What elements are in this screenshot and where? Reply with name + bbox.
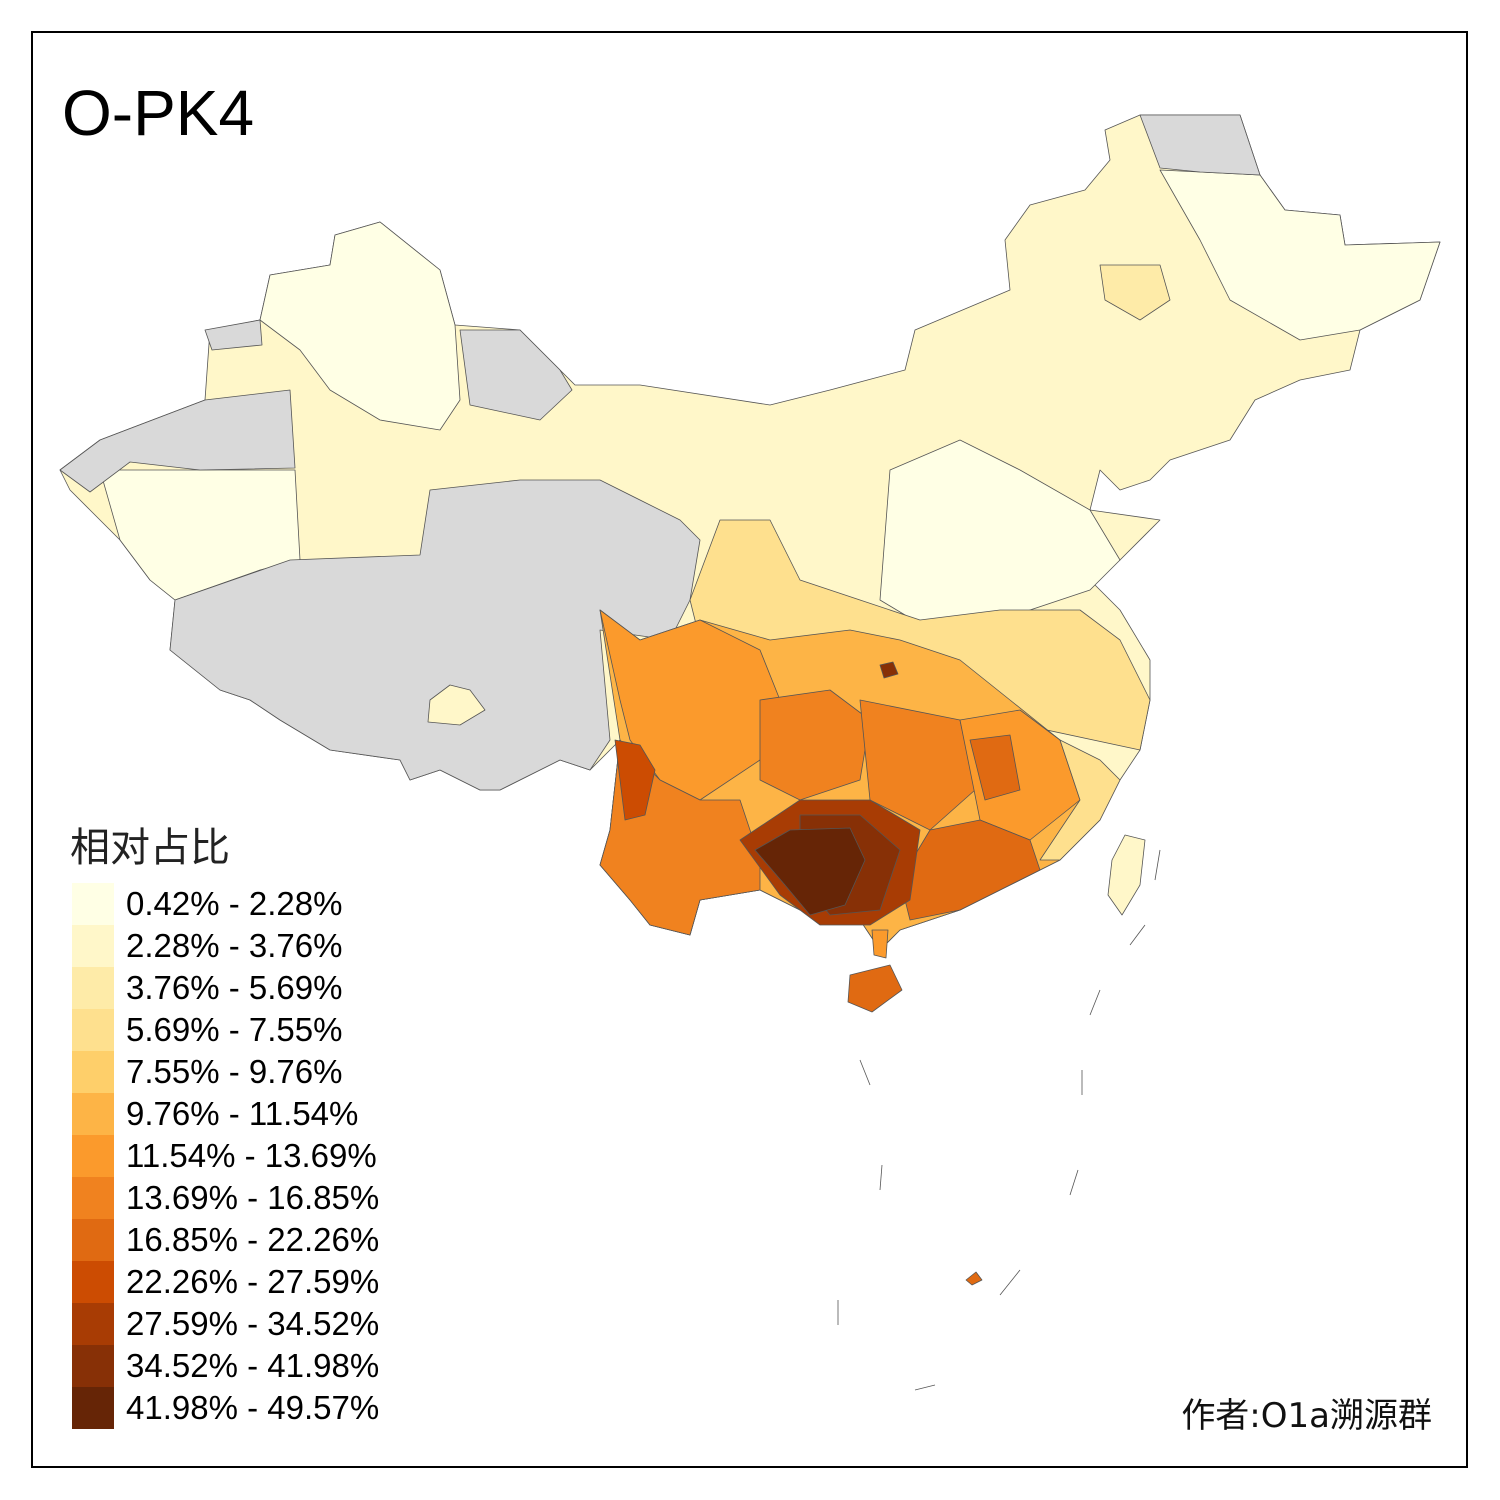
legend-label: 41.98% - 49.57% <box>126 1389 380 1426</box>
legend-swatch <box>72 1345 114 1387</box>
region-ganzhou <box>969 734 1021 801</box>
south-china-sea-dashes <box>837 849 1161 1391</box>
legend-label: 3.76% - 5.69% <box>126 969 343 1006</box>
legend-item: 41.98% - 49.57% <box>72 1387 379 1429</box>
map-title: O-PK4 <box>62 77 255 149</box>
legend-label: 0.42% - 2.28% <box>126 885 343 922</box>
region-hubei-dark-patch <box>879 661 899 679</box>
legend-item: 22.26% - 27.59% <box>72 1261 379 1303</box>
legend-item: 3.76% - 5.69% <box>72 967 379 1009</box>
author-credit: 作者:O1a溯源群 <box>1181 1396 1432 1436</box>
legend-swatch <box>72 925 114 967</box>
region-no-data-xinjiang-west <box>59 389 296 493</box>
legend-label: 9.76% - 11.54% <box>126 1095 359 1132</box>
region-yunnan-west <box>614 739 656 821</box>
legend-label: 27.59% - 34.52% <box>126 1305 380 1342</box>
region-guizhou <box>759 689 871 801</box>
region-northeast <box>1159 169 1441 341</box>
legend-swatch <box>72 1177 114 1219</box>
legend-label: 11.54% - 13.69% <box>126 1137 377 1174</box>
legend-title: 相对占比 <box>70 825 230 871</box>
legend-swatch <box>72 1303 114 1345</box>
region-guangxi-core <box>754 827 866 916</box>
legend-item: 5.69% - 7.55% <box>72 1009 379 1051</box>
legend-swatch <box>72 1009 114 1051</box>
legend: 0.42% - 2.28% 2.28% - 3.76% 3.76% - 5.69% 5… <box>72 883 379 1429</box>
legend-label: 34.52% - 41.98% <box>126 1347 380 1384</box>
region-xinjiang-north <box>259 221 461 431</box>
legend-swatch <box>72 1051 114 1093</box>
legend-item: 27.59% - 34.52% <box>72 1303 379 1345</box>
legend-swatch <box>72 967 114 1009</box>
region-lhasa-patch <box>427 684 486 726</box>
region-taiwan <box>1107 834 1146 916</box>
legend-label: 5.69% - 7.55% <box>126 1011 343 1048</box>
region-hainan <box>847 964 903 1013</box>
region-leizhou <box>871 929 889 959</box>
legend-label: 16.85% - 22.26% <box>126 1221 380 1258</box>
legend-label: 13.69% - 16.85% <box>126 1179 380 1216</box>
region-south-sea-island <box>965 1271 983 1286</box>
legend-item: 9.76% - 11.54% <box>72 1093 379 1135</box>
legend-label: 2.28% - 3.76% <box>126 927 343 964</box>
region-no-data-ili <box>204 319 263 351</box>
legend-swatch <box>72 1219 114 1261</box>
legend-label: 22.26% - 27.59% <box>126 1263 380 1300</box>
legend-item: 11.54% - 13.69% <box>72 1135 379 1177</box>
legend-item: 34.52% - 41.98% <box>72 1345 379 1387</box>
map-frame <box>31 31 1468 1468</box>
legend-item: 7.55% - 9.76% <box>72 1051 379 1093</box>
region-hunan <box>859 699 976 831</box>
legend-item: 2.28% - 3.76% <box>72 925 379 967</box>
region-hebei-patch <box>1099 264 1171 321</box>
legend-item: 16.85% - 22.26% <box>72 1219 379 1261</box>
legend-swatch <box>72 1261 114 1303</box>
legend-swatch <box>72 883 114 925</box>
legend-item: 13.69% - 16.85% <box>72 1177 379 1219</box>
region-xinjiang-south <box>99 469 301 601</box>
region-no-data-heilongjiang <box>1139 114 1261 176</box>
legend-swatch <box>72 1387 114 1429</box>
region-no-data-tibet-qinghai <box>169 479 701 791</box>
region-no-data-xinjiang-east <box>459 329 573 421</box>
legend-swatch <box>72 1093 114 1135</box>
legend-label: 7.55% - 9.76% <box>126 1053 343 1090</box>
legend-swatch <box>72 1135 114 1177</box>
legend-item: 0.42% - 2.28% <box>72 883 379 925</box>
region-fujian-coast <box>1039 739 1121 861</box>
